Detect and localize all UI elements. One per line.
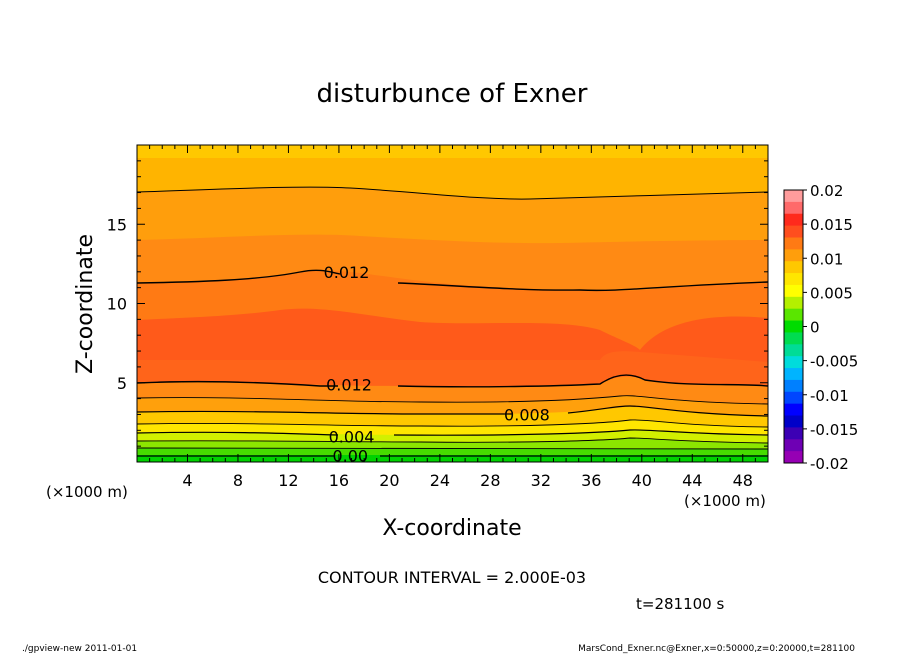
colorbar-swatch bbox=[784, 261, 803, 274]
x-tick-label: 20 bbox=[379, 471, 399, 490]
colorbar-swatch bbox=[784, 213, 803, 227]
footer-left: ./gpview-new 2011-01-01 bbox=[22, 644, 137, 654]
x-tick-label: 8 bbox=[233, 471, 243, 490]
colorbar-swatch bbox=[784, 391, 803, 405]
colorbar-labels: 0.02 0.015 0.01 0.005 0 -0.005 -0.01 -0.015 -0.0… bbox=[803, 182, 858, 473]
colorbar-label: 0.005 bbox=[810, 284, 853, 302]
colorbar-swatch bbox=[784, 379, 803, 393]
contour-interval: CONTOUR INTERVAL = 2.000E-03 bbox=[318, 568, 586, 587]
colorbar-label: 0 bbox=[810, 319, 820, 337]
colorbar-swatch bbox=[784, 201, 803, 215]
contour-label: 0.00 bbox=[332, 447, 368, 466]
x-tick-label: 48 bbox=[733, 471, 753, 490]
x-axis-label: X-coordinate bbox=[382, 516, 521, 541]
x-tick-label: 16 bbox=[329, 471, 349, 490]
x-tick-label: 24 bbox=[430, 471, 450, 490]
y-tick-label: 10 bbox=[107, 295, 127, 314]
y-axis-label: Z-coordinate bbox=[73, 234, 98, 374]
colorbar-label: 0.01 bbox=[810, 250, 843, 268]
x-axis: 4 8 12 16 20 24 28 32 36 40 44 48 bbox=[149, 145, 756, 490]
colorbar-label: -0.01 bbox=[810, 387, 849, 405]
colorbar-swatch bbox=[784, 344, 803, 357]
x-tick-label: 40 bbox=[632, 471, 652, 490]
contour-lines bbox=[137, 186, 768, 457]
colorbar-swatch bbox=[784, 368, 803, 381]
contour-label: 0.012 bbox=[324, 263, 370, 282]
x-unit-left: (×1000 m) bbox=[46, 483, 128, 501]
colorbar-label: 0.02 bbox=[810, 182, 843, 200]
x-unit-right: (×1000 m) bbox=[684, 492, 766, 510]
colorbar-swatch bbox=[784, 296, 803, 310]
colorbar-swatch bbox=[784, 451, 803, 464]
colorbar-swatch bbox=[784, 308, 803, 322]
time-label: t=281100 s bbox=[636, 595, 724, 613]
contour-label: 0.004 bbox=[329, 428, 375, 447]
x-tick-label: 4 bbox=[182, 471, 192, 490]
colorbar-label: -0.015 bbox=[810, 421, 858, 439]
colorbar-swatch bbox=[784, 320, 803, 333]
colorbar-label: -0.005 bbox=[810, 353, 858, 371]
colorbar-swatch bbox=[784, 237, 803, 250]
colorbar-swatch bbox=[784, 249, 803, 262]
x-tick-label: 12 bbox=[278, 471, 298, 490]
x-tick-label: 44 bbox=[682, 471, 702, 490]
colorbar-swatch bbox=[784, 273, 803, 286]
footer-right: MarsCond_Exner.nc@Exner,x=0:50000,z=0:20… bbox=[578, 644, 855, 654]
colorbar-swatch bbox=[784, 403, 803, 417]
colorbar-swatch bbox=[784, 427, 803, 440]
colorbar-swatch bbox=[784, 284, 803, 298]
contour-label: 0.012 bbox=[326, 375, 372, 394]
colorbar-swatch bbox=[784, 225, 803, 238]
colorbar bbox=[783, 189, 804, 464]
colorbar-swatch bbox=[784, 439, 803, 452]
colorbar-swatch bbox=[784, 190, 803, 203]
y-axis: 5 10 15 bbox=[107, 160, 768, 447]
x-tick-label: 28 bbox=[480, 471, 500, 490]
y-tick-label: 5 bbox=[117, 374, 127, 393]
colorbar-swatch bbox=[784, 356, 803, 369]
colorbar-swatch bbox=[784, 415, 803, 428]
chart-title: disturbunce of Exner bbox=[317, 79, 588, 109]
x-tick-label: 32 bbox=[531, 471, 551, 490]
colorbar-label: 0.015 bbox=[810, 216, 853, 234]
y-tick-label: 15 bbox=[107, 215, 127, 234]
contour-label: 0.008 bbox=[504, 405, 550, 424]
x-tick-label: 36 bbox=[581, 471, 601, 490]
colorbar-label: -0.02 bbox=[810, 455, 849, 473]
colorbar-swatch bbox=[784, 332, 803, 345]
